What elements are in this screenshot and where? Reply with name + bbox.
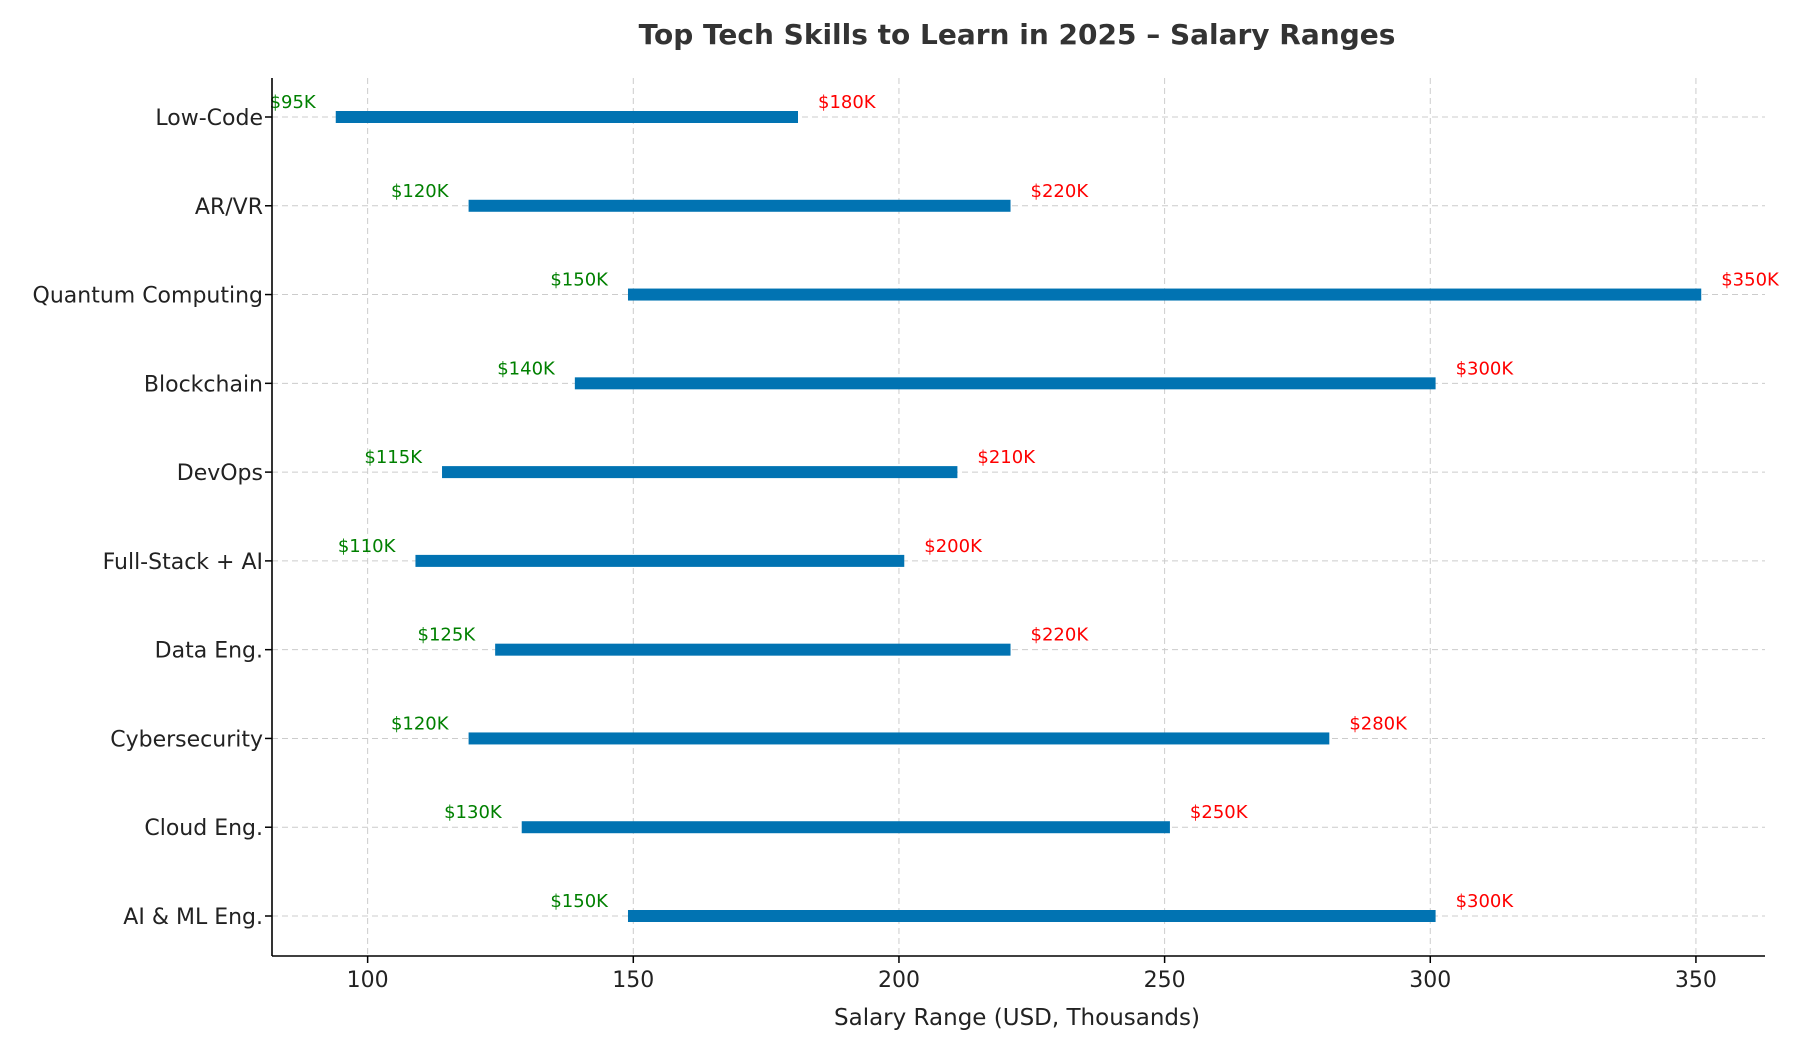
category-label: Quantum Computing [33, 284, 263, 309]
category-label: AI & ML Eng. [123, 905, 263, 930]
category-label: Data Eng. [155, 639, 263, 664]
max-salary-label: $220K [1031, 625, 1090, 646]
range-bar [627, 910, 1436, 922]
max-salary-label: $220K [1031, 181, 1090, 202]
x-tick-label: 250 [1144, 968, 1186, 993]
min-salary-label: $150K [550, 270, 609, 291]
range-bar [335, 111, 799, 123]
category-label: Cybersecurity [110, 727, 263, 752]
max-salary-label: $200K [924, 536, 983, 557]
min-salary-label: $120K [391, 181, 450, 202]
x-tick-label: 100 [347, 968, 389, 993]
range-bar [442, 466, 958, 479]
max-salary-label: $210K [977, 447, 1036, 468]
max-salary-label: $300K [1456, 891, 1515, 912]
category-label: DevOps [177, 461, 263, 486]
range-bar [574, 377, 1436, 390]
category-label: Low-Code [155, 106, 263, 131]
x-tick-label: 300 [1409, 968, 1451, 993]
range-bar [468, 199, 1011, 212]
min-salary-label: $95K [270, 92, 317, 113]
min-salary-label: $150K [550, 891, 609, 912]
max-salary-label: $300K [1456, 358, 1515, 379]
min-salary-label: $115K [364, 447, 423, 468]
range-bar [495, 643, 1011, 656]
min-salary-label: $110K [338, 536, 397, 557]
chart-title: Top Tech Skills to Learn in 2025 – Salar… [639, 18, 1396, 51]
max-salary-label: $250K [1190, 802, 1249, 823]
min-salary-label: $125K [418, 625, 477, 646]
range-bar [627, 288, 1702, 301]
range-bars [335, 111, 1702, 922]
x-axis-label: Salary Range (USD, Thousands) [834, 1005, 1200, 1031]
axes: 100 150 200 250 300 350 Low-Code AR/VR Quantum C… [33, 78, 1765, 993]
max-salary-label: $350K [1721, 270, 1780, 291]
min-salary-label: $120K [391, 713, 450, 734]
category-label: AR/VR [195, 195, 263, 220]
range-bar [468, 732, 1330, 745]
value-labels: $95K $180K $120K $220K $150K $350K $140K $300K $… [270, 92, 1780, 912]
category-label: Full-Stack + AI [103, 550, 263, 575]
min-salary-label: $140K [497, 358, 556, 379]
x-tick-label: 150 [612, 968, 654, 993]
range-bar [415, 554, 905, 567]
x-tick-label: 350 [1675, 968, 1717, 993]
range-bar [521, 821, 1170, 834]
category-label: Blockchain [144, 372, 263, 397]
category-label: Cloud Eng. [144, 816, 263, 841]
x-tick-label: 200 [878, 968, 920, 993]
max-salary-label: $180K [818, 92, 877, 113]
max-salary-label: $280K [1349, 713, 1408, 734]
min-salary-label: $130K [444, 802, 503, 823]
grid [272, 78, 1765, 956]
